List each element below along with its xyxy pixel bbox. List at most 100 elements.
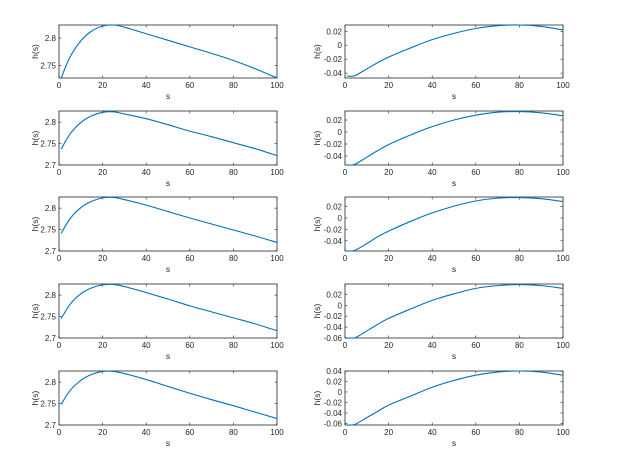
subplot-1-2: 0 20 40 60 80 100 -0.04 -0.02 0 0.02 s h(s)	[312, 24, 570, 101]
axes-box	[58, 110, 278, 166]
x-axis-label: s	[166, 438, 170, 448]
x-tick-label: 100	[270, 428, 284, 437]
y-tick-label: 2.8	[45, 34, 57, 43]
y-tick-label: -0.02	[324, 312, 343, 321]
subplot-4-2: 0 20 40 60 80 100 -0.06 -0.04 -0.02 0 0.02 s h(s)	[312, 283, 570, 361]
x-tick-label: 60	[471, 81, 480, 90]
series-line	[347, 111, 564, 166]
y-tick-label: 2.75	[40, 313, 56, 322]
axes-box	[58, 370, 278, 426]
y-tick-label: 2.75	[40, 226, 56, 235]
series-line	[60, 24, 278, 79]
x-tick-label: 80	[515, 428, 524, 437]
x-tick-label: 100	[270, 168, 284, 177]
x-tick-label: 100	[556, 428, 570, 437]
y-tick-label: -0.02	[324, 225, 343, 234]
x-tick-label: 40	[142, 428, 151, 437]
y-axis-label: h(s)	[312, 217, 322, 232]
x-axis-label: s	[452, 438, 456, 448]
x-tick-label: 40	[428, 341, 437, 350]
x-tick-label: 80	[515, 254, 524, 263]
x-tick-label: 20	[384, 81, 393, 90]
y-tick-label: -0.02	[324, 140, 343, 149]
y-tick-label: -0.04	[324, 323, 343, 332]
y-tick-label: 2.75	[40, 61, 56, 70]
x-tick-label: 40	[428, 168, 437, 177]
x-tick-label: 40	[428, 254, 437, 263]
x-tick-label: 0	[343, 341, 348, 350]
y-tick-label: 0.02	[326, 116, 342, 125]
y-axis-label: h(s)	[312, 44, 322, 59]
subplot-3-2: 0 20 40 60 80 100 -0.04 -0.02 0 0.02 s h(s)	[312, 196, 570, 274]
x-tick-label: 80	[229, 81, 238, 90]
axes-box	[344, 110, 564, 166]
y-tick-label: 2.75	[40, 400, 56, 409]
y-tick-label: 0.04	[326, 367, 342, 376]
x-tick-label: 100	[270, 81, 284, 90]
y-axis-label: h(s)	[30, 217, 40, 232]
x-tick-label: 60	[185, 341, 194, 350]
x-axis-label: s	[166, 264, 170, 274]
y-tick-label: 0.02	[326, 377, 342, 386]
y-tick-label: -0.02	[324, 55, 343, 64]
x-tick-label: 0	[343, 428, 348, 437]
x-axis-label: s	[166, 91, 170, 101]
x-tick-label: 40	[142, 81, 151, 90]
x-tick-label: 40	[142, 254, 151, 263]
x-tick-label: 100	[556, 168, 570, 177]
x-tick-label: 60	[185, 81, 194, 90]
x-tick-label: 0	[57, 254, 62, 263]
x-tick-label: 60	[185, 168, 194, 177]
series-line	[60, 283, 278, 332]
x-tick-label: 80	[229, 341, 238, 350]
x-tick-label: 60	[471, 168, 480, 177]
y-tick-label: -0.04	[324, 69, 343, 78]
x-tick-label: 100	[270, 254, 284, 263]
x-axis-label: s	[166, 351, 170, 361]
y-tick-label: 2.75	[40, 140, 56, 149]
y-tick-label: 2.8	[45, 378, 57, 387]
axes-box	[58, 196, 278, 252]
y-axis-label: h(s)	[30, 131, 40, 146]
y-tick-label: 2.8	[45, 291, 57, 300]
x-tick-label: 20	[384, 168, 393, 177]
x-tick-label: 40	[428, 428, 437, 437]
y-tick-label: -0.06	[324, 419, 343, 428]
axes-box	[344, 196, 564, 252]
x-tick-label: 40	[142, 168, 151, 177]
x-tick-label: 0	[343, 81, 348, 90]
y-tick-label: -0.04	[324, 237, 343, 246]
y-tick-label: 0	[338, 214, 343, 223]
y-tick-label: -0.02	[324, 398, 343, 407]
x-tick-label: 60	[185, 254, 194, 263]
subplot-1-1: 0 20 40 60 80 100 2.75 2.8 s h(s)	[30, 24, 284, 101]
y-tick-label: -0.06	[324, 334, 343, 343]
y-tick-label: 2.7	[45, 161, 57, 170]
y-axis-label: h(s)	[312, 391, 322, 406]
x-tick-label: 80	[229, 428, 238, 437]
y-tick-label: 0.02	[326, 290, 342, 299]
x-tick-label: 40	[142, 341, 151, 350]
x-tick-label: 100	[556, 254, 570, 263]
x-tick-label: 20	[98, 428, 107, 437]
x-tick-label: 80	[229, 168, 238, 177]
axes-box	[58, 283, 278, 339]
y-axis-label: h(s)	[312, 304, 322, 319]
series-line	[347, 24, 564, 77]
subplot-5-1: 0 20 40 60 80 100 2.7 2.75 2.8 s h(s)	[30, 370, 284, 448]
x-tick-label: 20	[98, 254, 107, 263]
x-tick-label: 0	[57, 341, 62, 350]
x-axis-label: s	[452, 178, 456, 188]
subplot-2-1: 0 20 40 60 80 100 2.7 2.75 2.8 s h(s)	[30, 110, 284, 188]
y-tick-label: 0.02	[326, 27, 342, 36]
x-tick-label: 80	[515, 168, 524, 177]
y-tick-label: 2.7	[45, 334, 57, 343]
x-tick-label: 100	[556, 81, 570, 90]
subplot-4-1: 0 20 40 60 80 100 2.7 2.75 2.8 s h(s)	[30, 283, 284, 361]
y-axis-label: h(s)	[30, 44, 40, 59]
subplot-5-2: 0 20 40 60 80 100-0.06-0.04-0.0200.020.04sh(s…	[312, 367, 570, 448]
y-tick-label: -0.04	[324, 152, 343, 161]
x-tick-label: 0	[57, 168, 62, 177]
x-tick-label: 60	[471, 428, 480, 437]
